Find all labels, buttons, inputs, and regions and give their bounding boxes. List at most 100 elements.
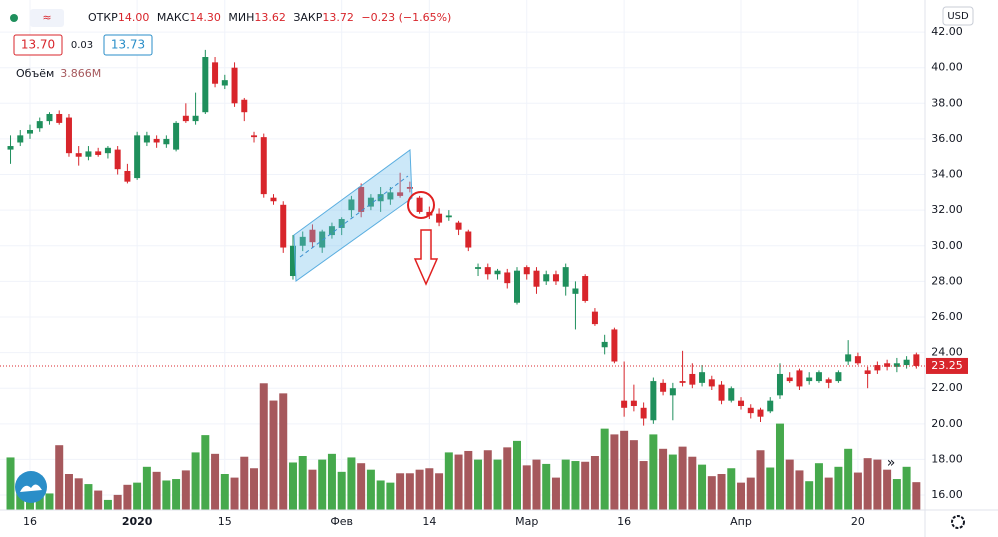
candle-body [874,365,881,371]
volume-bar [678,446,687,510]
volume-bar [454,454,463,510]
ohlc-label: МАКС [157,11,190,24]
candle-body [260,137,267,195]
currency-box[interactable] [942,6,974,26]
candle-body [65,117,72,154]
candle-body [776,373,783,396]
candle-body [17,135,24,143]
y-tick-label: 42.00 [931,25,963,38]
volume-bar [766,467,775,510]
ohlc-label: ОТКР [88,11,118,24]
candle-body [884,363,891,367]
volume-bar [250,468,259,510]
candle-body [504,272,511,284]
candle-body [494,270,501,275]
volume-bar [259,383,268,510]
candle-body [46,113,53,122]
candle-body [309,229,316,243]
volume-bar [668,454,677,510]
volume-bar [785,459,794,510]
candle-body [484,267,491,275]
currency: USD [947,11,969,22]
y-tick-label: 16.00 [931,488,963,501]
last-price-label: 23.25 [931,359,963,372]
volume-bar [853,472,862,510]
candle-body [864,370,871,374]
candle-body [825,379,832,383]
ohlc-value: 13.72 [322,11,354,24]
grid [0,0,925,510]
candle-body [280,204,287,248]
candle-body [173,122,180,150]
volume-bar [834,466,843,510]
volume-bar [483,450,492,510]
highlight-circle [407,191,435,219]
volume-bar [405,473,414,510]
volume-bar [6,457,15,510]
volume-bar [551,477,560,510]
candle-body [669,388,676,396]
volume-bar [795,470,804,510]
volume-bar [727,468,736,510]
candle-body [221,80,228,86]
candle-body [572,288,579,294]
candle-body [845,354,852,362]
sell-box[interactable] [13,34,63,56]
candle-body [348,199,355,211]
candle-body [387,192,394,200]
y-tick-label: 32.00 [931,203,963,216]
volume-bar [746,477,755,510]
volume-bar [172,479,181,510]
candle-body [445,215,452,218]
candle-body [153,138,160,143]
volume-bar [902,466,911,510]
logo[interactable] [15,471,47,503]
volume-bar [698,464,707,510]
scroll-button[interactable]: » [887,455,896,471]
volume-bar [318,459,327,510]
compare-button[interactable] [30,9,64,27]
volume-bar [201,435,210,510]
volume-bar [298,456,307,510]
candle-body [786,377,793,382]
volume-bar [503,447,512,510]
candle-body [338,219,345,228]
candle-body [621,400,628,408]
volume-bar [775,423,784,510]
volume-bar [844,448,853,510]
candle-body [552,274,559,282]
y-tick-label: 36.00 [931,132,963,145]
x-tick-label: 20 [851,515,865,528]
candle-body [854,356,861,364]
settings-icon[interactable] [951,515,965,529]
candle-body [95,151,102,155]
x-tick-label: Фев [330,515,353,528]
y-tick-label: 28.00 [931,274,963,287]
x-tick-label: 2020 [122,515,153,528]
volume-bar [610,434,619,510]
volume-bar [892,479,901,510]
volume-bar [64,474,73,510]
volume-bar [688,456,697,510]
volume-bar [240,456,249,510]
buy-box[interactable] [103,34,153,56]
volume-bar [396,473,405,510]
volume-bar [814,463,823,510]
change: −0.23 (−1.65%) [361,11,451,24]
candle-body [806,377,813,382]
y-tick-label: 40.00 [931,61,963,74]
volume-bar [649,434,658,510]
candle-body [679,381,686,383]
volume-bar [639,461,648,510]
volume-bar [824,477,833,510]
candle-body [289,245,296,277]
candle-body [143,135,150,143]
volume-bar [571,461,580,510]
candle-body [893,363,900,367]
candle-body [611,329,618,362]
volume-bar [493,459,502,510]
volume-bar [347,457,356,510]
volume-bar [513,440,521,510]
candle-body [319,231,326,248]
